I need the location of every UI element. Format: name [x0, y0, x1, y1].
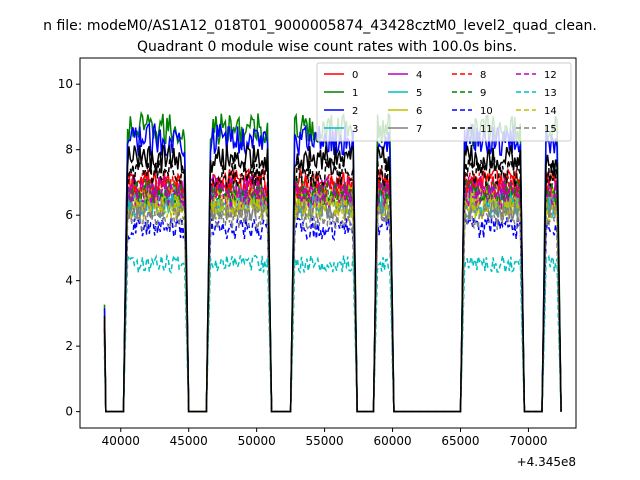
legend-label-15: 15 — [544, 124, 557, 135]
x-tick-label: 50000 — [238, 434, 276, 448]
y-tick-label: 8 — [65, 143, 73, 157]
chart-title: Quadrant 0 module wise count rates with … — [137, 39, 517, 55]
legend-label-0: 0 — [352, 70, 358, 81]
y-tick-label: 10 — [58, 77, 73, 91]
legend-label-12: 12 — [544, 70, 557, 81]
y-tick-label: 4 — [65, 274, 73, 288]
y-axis: 0 2 4 6 8 10 — [58, 77, 80, 419]
legend-label-11: 11 — [480, 124, 493, 135]
legend-label-14: 14 — [544, 106, 557, 117]
legend-label-1: 1 — [352, 88, 358, 99]
legend-label-2: 2 — [352, 106, 358, 117]
x-tick-label: 40000 — [102, 434, 140, 448]
x-tick-label: 55000 — [306, 434, 344, 448]
legend-label-6: 6 — [416, 106, 422, 117]
legend-label-7: 7 — [416, 124, 422, 135]
series-line-12 — [103, 181, 562, 413]
x-tick-label: 70000 — [509, 434, 547, 448]
x-tick-label: 65000 — [441, 434, 479, 448]
series-line-11 — [103, 156, 562, 413]
series-line-10 — [103, 215, 562, 413]
legend-label-10: 10 — [480, 106, 493, 117]
x-offset-label: +4.345e8 — [517, 455, 576, 469]
plot-frame — [79, 57, 577, 429]
legend-label-3: 3 — [352, 124, 358, 135]
figure-suptitle: n file: modeM0/AS1A12_018T01_9000005874_… — [43, 18, 597, 34]
x-tick-label: 45000 — [170, 434, 208, 448]
series-line-9 — [103, 177, 562, 413]
legend-label-9: 9 — [480, 88, 486, 99]
x-axis: 40000 45000 50000 55000 60000 65000 70000 — [102, 428, 548, 448]
legend-label-4: 4 — [416, 70, 422, 81]
y-tick-label: 0 — [65, 405, 73, 419]
x-tick-label: 60000 — [373, 434, 411, 448]
series-line-black — [103, 143, 562, 413]
series-line-15 — [103, 204, 562, 413]
y-tick-label: 6 — [65, 208, 73, 222]
legend-label-5: 5 — [416, 88, 422, 99]
legend-box — [316, 62, 572, 142]
legend-label-8: 8 — [480, 70, 486, 81]
legend-label-13: 13 — [544, 88, 557, 99]
series-line-13 — [103, 252, 562, 413]
series-line-14 — [103, 195, 562, 413]
y-tick-label: 2 — [65, 339, 73, 353]
